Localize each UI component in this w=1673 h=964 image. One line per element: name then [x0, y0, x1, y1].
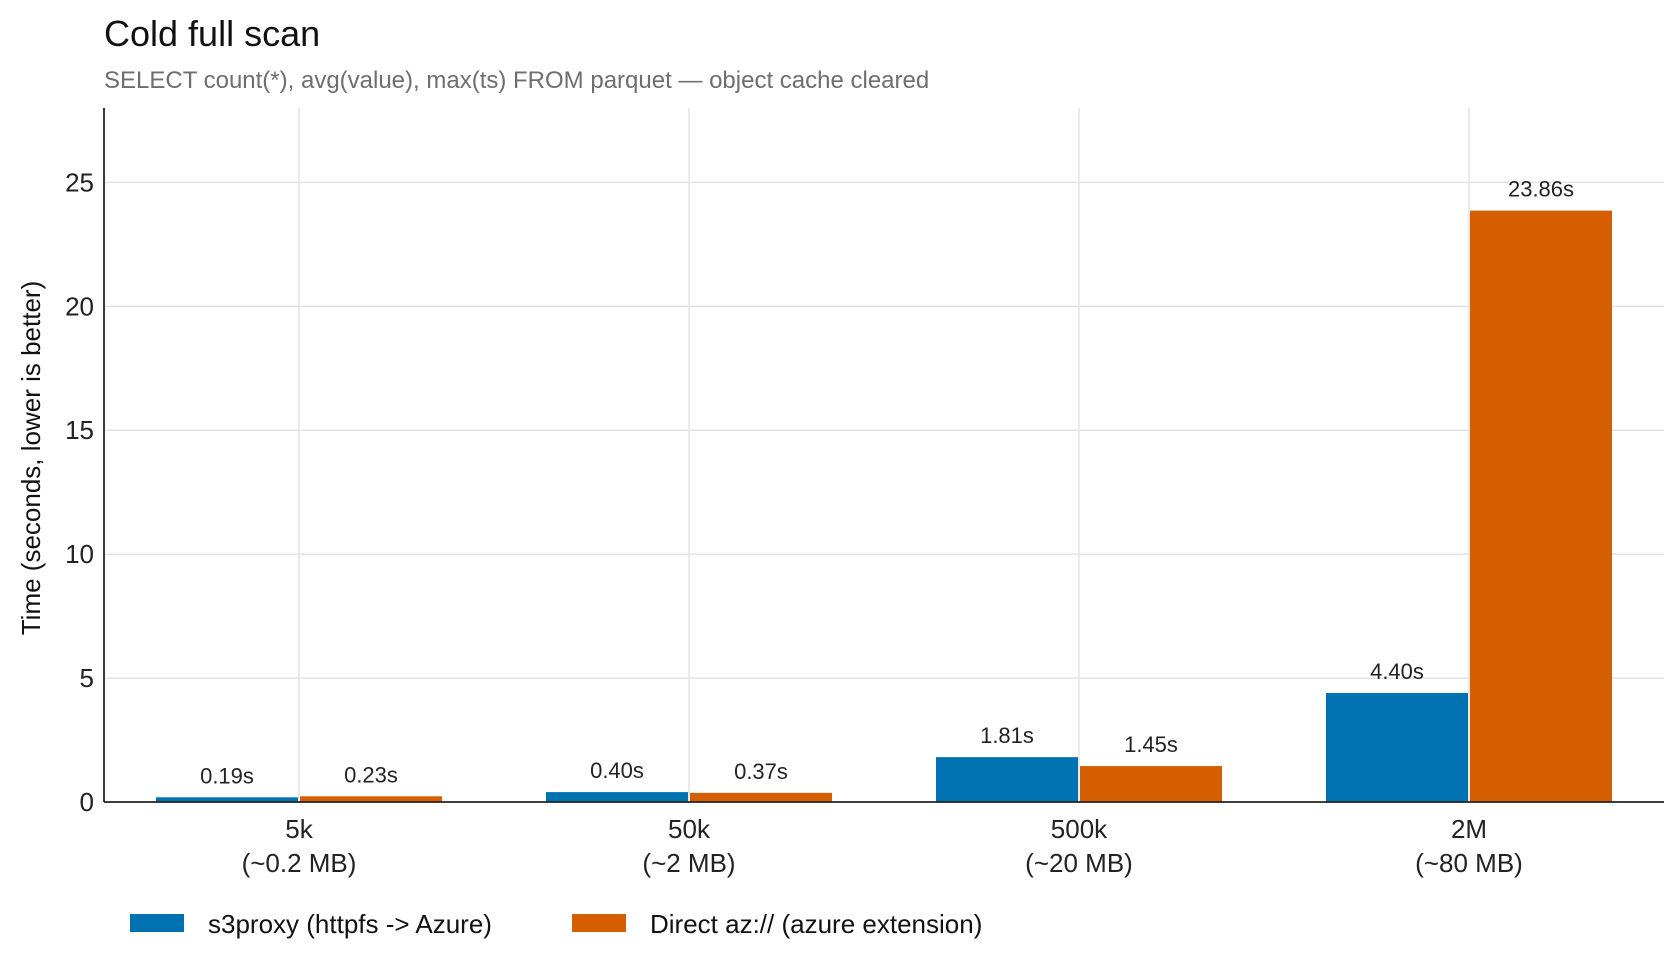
y-tick-label: 20	[65, 291, 94, 321]
x-tick-label: 50k	[668, 814, 711, 844]
x-tick-label: (~80 MB)	[1415, 848, 1523, 878]
legend-label: Direct az:// (azure extension)	[650, 909, 982, 939]
x-tick-label: (~2 MB)	[642, 848, 735, 878]
x-tick-label: 2M	[1451, 814, 1487, 844]
y-tick-label: 25	[65, 167, 94, 197]
bar-value-label: 1.81s	[980, 723, 1034, 748]
legend: s3proxy (httpfs -> Azure) Direct az:// (a…	[130, 909, 982, 939]
y-axis-label: Time (seconds, lower is better)	[16, 281, 46, 635]
chart-title: Cold full scan	[104, 13, 320, 54]
y-tick-label: 10	[65, 539, 94, 569]
x-tick-label: 500k	[1051, 814, 1108, 844]
bar-s3proxy	[156, 797, 298, 802]
bar-value-label: 0.40s	[590, 758, 644, 783]
axes: 0 5 10 15 20 25 5k (~0.2 MB) 50k (~2 MB) 500k (~20 …	[65, 108, 1664, 878]
x-tick-label: (~20 MB)	[1025, 848, 1133, 878]
bar-direct-az	[690, 792, 832, 802]
data-labels: 0.19s 0.40s 1.81s 4.40s 0.23s 0.37s 1.45s 23.86…	[200, 177, 1574, 789]
x-tick-label: (~0.2 MB)	[242, 848, 357, 878]
legend-label: s3proxy (httpfs -> Azure)	[208, 909, 492, 939]
bars	[156, 210, 1612, 802]
bar-s3proxy	[1326, 692, 1468, 802]
bar-value-label: 23.86s	[1508, 177, 1574, 202]
bar-direct-az	[1470, 210, 1612, 802]
bar-direct-az	[1080, 766, 1222, 802]
y-tick-label: 5	[80, 663, 94, 693]
gridlines	[104, 108, 1664, 802]
bar-value-label: 0.23s	[344, 762, 398, 787]
y-tick-label: 15	[65, 415, 94, 445]
bar-direct-az	[300, 796, 442, 802]
bar-value-label: 1.45s	[1124, 732, 1178, 757]
legend-swatch	[572, 914, 626, 932]
bar-s3proxy	[546, 792, 688, 802]
x-tick-label: 5k	[285, 814, 313, 844]
bar-s3proxy	[936, 757, 1078, 802]
y-tick-label: 0	[80, 787, 94, 817]
bar-value-label: 0.19s	[200, 763, 254, 788]
chart-subtitle: SELECT count(*), avg(value), max(ts) FRO…	[104, 67, 929, 94]
legend-swatch	[130, 914, 184, 932]
bar-value-label: 0.37s	[734, 759, 788, 784]
bar-value-label: 4.40s	[1370, 659, 1424, 684]
